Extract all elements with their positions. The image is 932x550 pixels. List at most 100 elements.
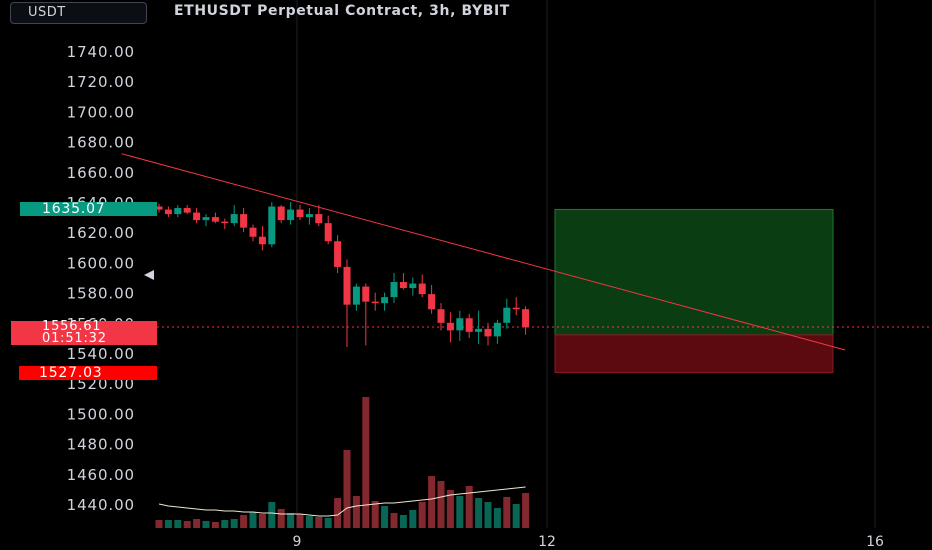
volume-bar bbox=[522, 493, 530, 528]
price-tick-label: 1740.00 bbox=[67, 43, 135, 61]
candle bbox=[512, 297, 520, 316]
candle-body bbox=[193, 212, 201, 221]
candle-body bbox=[465, 318, 473, 332]
candle bbox=[522, 306, 530, 335]
volume-bar bbox=[390, 513, 398, 528]
candle bbox=[399, 272, 407, 290]
candle-body bbox=[202, 217, 210, 221]
candle-body bbox=[428, 294, 436, 310]
candle bbox=[352, 283, 360, 311]
candle-body bbox=[437, 309, 445, 323]
price-axis[interactable]: 1740.001720.001700.001680.001660.001640.… bbox=[67, 43, 135, 514]
volume-bar bbox=[437, 481, 445, 528]
volume-bar bbox=[277, 509, 285, 528]
candle bbox=[362, 283, 370, 346]
volume-bar bbox=[287, 513, 295, 528]
time-tick-label: 12 bbox=[538, 534, 556, 550]
volume-bar bbox=[503, 497, 511, 528]
volume-ma-line bbox=[158, 486, 526, 517]
take-profit-tag[interactable]: 1635.07 bbox=[20, 202, 157, 217]
price-tick-label: 1700.00 bbox=[67, 103, 135, 121]
candle-body bbox=[493, 322, 501, 337]
candle-body bbox=[399, 282, 407, 289]
volume-bar bbox=[418, 502, 426, 528]
currency-selector[interactable]: USDT bbox=[10, 2, 147, 24]
candle-body bbox=[174, 208, 182, 215]
candle-body bbox=[249, 227, 257, 237]
candles[interactable] bbox=[155, 202, 530, 347]
candle bbox=[315, 205, 323, 227]
volume-bar bbox=[475, 498, 483, 528]
candle-body bbox=[324, 223, 332, 242]
candle-body bbox=[390, 282, 398, 298]
candle-body bbox=[268, 206, 276, 245]
currency-label: USDT bbox=[28, 5, 66, 20]
candle-body bbox=[277, 206, 285, 221]
candle-body bbox=[240, 214, 248, 228]
current-price-tag[interactable]: 1556.61 01:51:32 bbox=[11, 320, 157, 346]
candle-body bbox=[183, 208, 191, 213]
price-tick-label: 1600.00 bbox=[67, 254, 135, 272]
trendline[interactable] bbox=[121, 153, 846, 351]
volume-bar bbox=[268, 502, 276, 528]
candle bbox=[183, 205, 191, 215]
candle-body bbox=[155, 206, 163, 210]
stop-loss-tag[interactable]: 1527.03 bbox=[19, 366, 157, 380]
volume-bar bbox=[155, 520, 163, 528]
price-marker-icon bbox=[144, 270, 154, 280]
volume-bar bbox=[352, 496, 360, 528]
volume-bar bbox=[211, 522, 219, 528]
candle bbox=[437, 303, 445, 331]
candle bbox=[211, 212, 219, 224]
candle bbox=[221, 218, 229, 230]
volume-bar bbox=[296, 514, 304, 528]
candle bbox=[249, 224, 257, 242]
candle bbox=[381, 292, 389, 311]
bar-countdown: 01:51:32 bbox=[42, 331, 107, 346]
position-tool[interactable] bbox=[157, 208, 932, 374]
candle bbox=[164, 206, 172, 218]
candle bbox=[155, 203, 163, 213]
candle bbox=[202, 214, 210, 227]
candle-body bbox=[522, 309, 530, 328]
volume-bar bbox=[258, 514, 266, 528]
candle-body bbox=[230, 214, 238, 224]
trendline-line bbox=[121, 153, 846, 351]
grid bbox=[296, 0, 876, 528]
candle-body bbox=[512, 307, 520, 310]
candle bbox=[484, 322, 492, 346]
volume-bar bbox=[164, 520, 172, 528]
price-tick-label: 1720.00 bbox=[67, 73, 135, 91]
candle bbox=[409, 277, 417, 296]
candle-body bbox=[315, 214, 323, 224]
volume-bar bbox=[371, 501, 379, 528]
candle-body bbox=[211, 217, 219, 222]
candle bbox=[428, 285, 436, 314]
price-tick-label: 1540.00 bbox=[67, 345, 135, 363]
candle-body bbox=[418, 283, 426, 295]
volume-bar bbox=[343, 450, 351, 528]
candle-body bbox=[456, 318, 464, 331]
volume-bars bbox=[155, 397, 530, 528]
candle-body bbox=[503, 307, 511, 323]
volume-bar bbox=[465, 486, 473, 528]
time-axis[interactable]: 9 12 16 bbox=[293, 534, 884, 550]
volume-bar bbox=[193, 519, 201, 528]
candle-body bbox=[287, 209, 295, 221]
candle bbox=[493, 319, 501, 344]
candle bbox=[258, 226, 266, 251]
price-tick-label: 1580.00 bbox=[67, 285, 135, 303]
chart-title: ETHUSDT Perpetual Contract, 3h, BYBIT bbox=[174, 3, 510, 19]
candle bbox=[475, 310, 483, 344]
volume-moving-average bbox=[158, 486, 526, 517]
candle bbox=[287, 202, 295, 225]
candle-body bbox=[221, 221, 229, 224]
candle-body bbox=[305, 214, 313, 218]
volume-bar bbox=[334, 498, 342, 528]
candle bbox=[324, 215, 332, 245]
candle bbox=[371, 292, 379, 311]
candle bbox=[305, 208, 313, 225]
candle bbox=[193, 208, 201, 224]
price-tick-label: 1460.00 bbox=[67, 466, 135, 484]
